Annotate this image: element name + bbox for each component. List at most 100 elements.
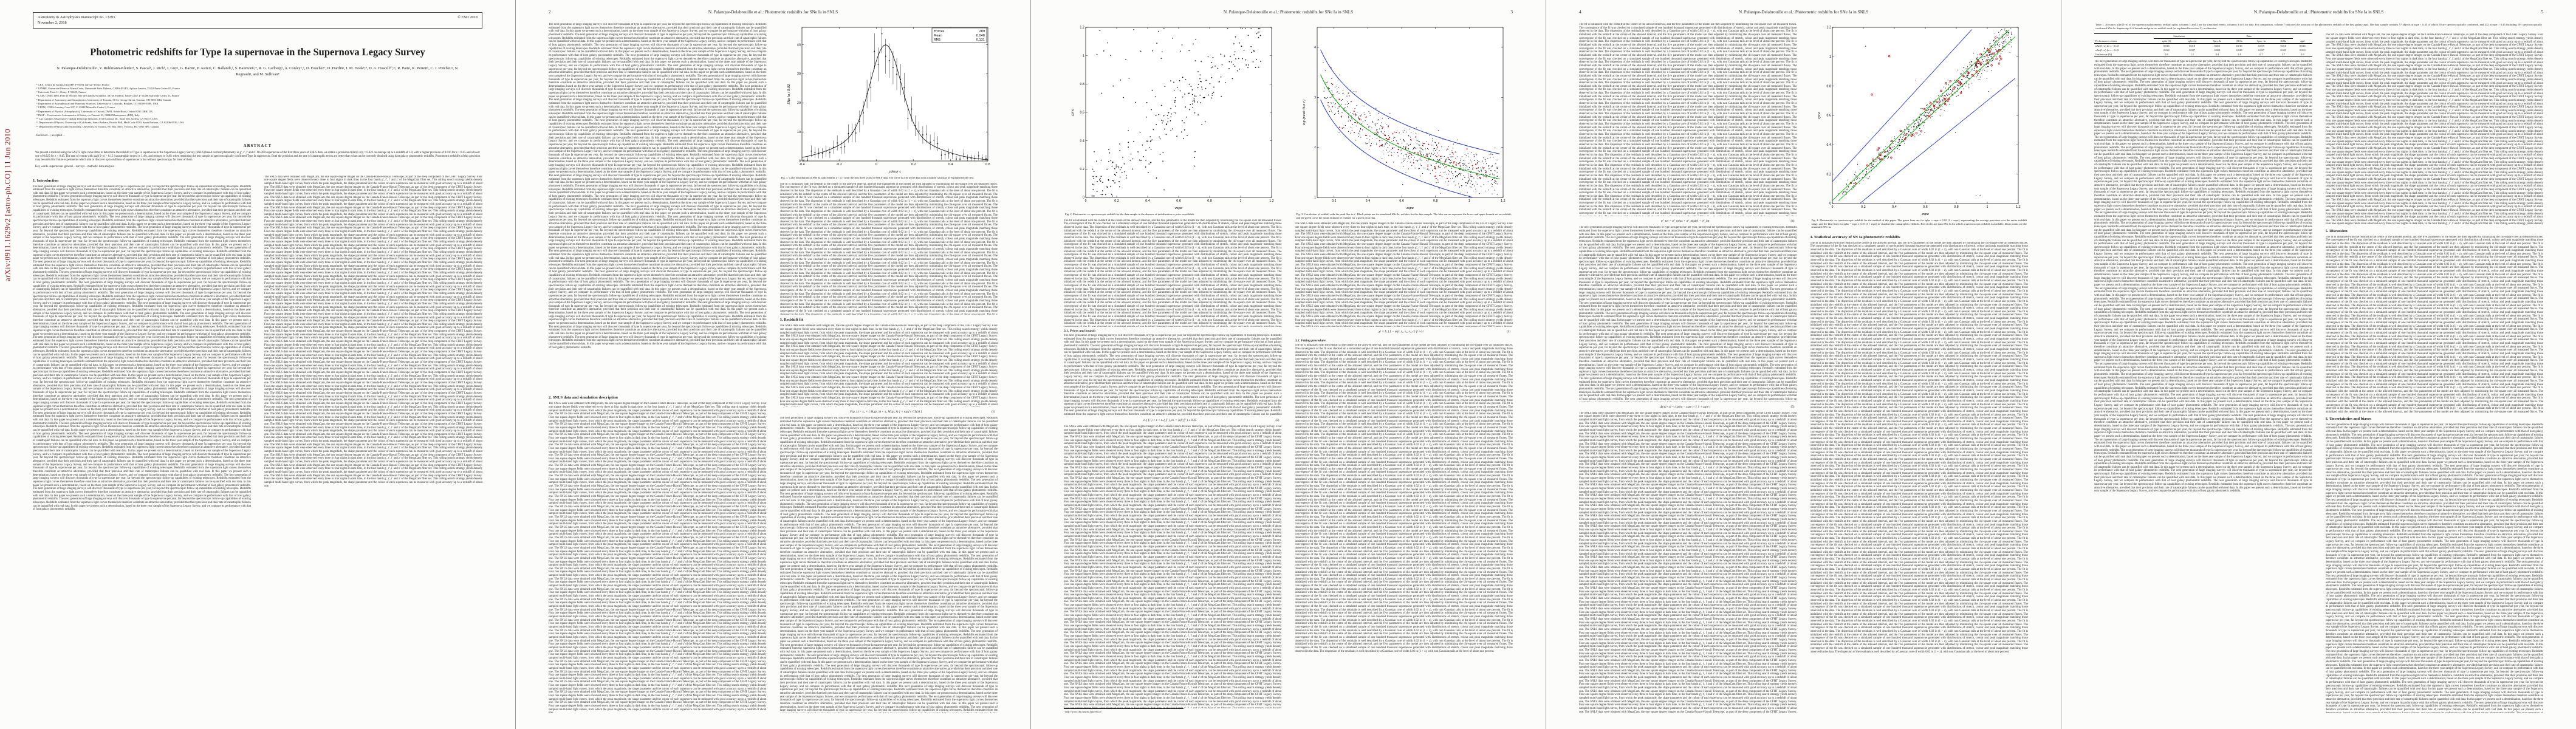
page-number: 2 — [549, 10, 551, 15]
page-number: 3 — [1510, 10, 1513, 15]
manuscript-date: November 2, 2018 — [38, 20, 115, 26]
equation-body: χ² = Σᵢ [ fᵢ − φᵢ(z, t₀, x₀, x₁, c) ]² /… — [1298, 330, 1505, 334]
body-text: The next generation of large imaging sur… — [1579, 226, 1797, 402]
running-title: N. Palanque-Delabrouille et al.: Photome… — [708, 10, 838, 15]
table-1-container: Simulation Data Performance criteria zpho (… — [2094, 33, 2312, 60]
equation-body: F(p, λ) = x₀ × [ M₀(p, λ) + x₁ M₁(p, λ) … — [783, 410, 990, 414]
fig1-plot: -0.4 -0.2 0 0.2 0.4 0.6 0 10 20 30 40 colour c SNe I… — [787, 27, 990, 174]
column-left: The fit is initialized with the redshift… — [1579, 23, 1797, 713]
equation-number: (2) — [1275, 419, 1279, 422]
intro-columns: 1. Introduction The next generation of l… — [33, 176, 482, 712]
body-text: The SNLS data were obtained with MegaCam… — [549, 402, 767, 713]
svg-text:SNe Ia / 0.02: SNe Ia / 0.02 — [787, 84, 791, 104]
page-5-header: N. Palanque-Delabrouille et al.: Photome… — [2094, 10, 2543, 17]
affiliation-item: ¹¹ Department of Physics, University of … — [36, 121, 479, 125]
equation-number: (3) — [1507, 330, 1510, 334]
figure-3-caption: Fig. 3. Correlation of redshift with the… — [1297, 213, 1512, 219]
subsection-heading-priors: 3.1. Priors and bounds — [1064, 329, 1282, 333]
svg-text:0: 0 — [799, 160, 801, 163]
svg-text:zpho: zpho — [1071, 109, 1075, 117]
column-right: The SNLS data were obtained with MegaCam… — [2326, 33, 2544, 713]
running-title: N. Palanque-Delabrouille et al.: Photome… — [1739, 10, 1868, 15]
svg-text:Mean: Mean — [934, 34, 942, 38]
svg-text:1: 1 — [1314, 196, 1316, 200]
page-4: 4 N. Palanque-Delabrouille et al.: Photo… — [1546, 0, 2061, 729]
svg-text:0.6: 0.6 — [985, 163, 990, 166]
svg-text:0.4: 0.4 — [1080, 139, 1085, 143]
affiliation-item: ¹² Department of Physics and Astronomy, … — [36, 125, 479, 129]
body-text: The fit is initialized with the redshift… — [2326, 236, 2544, 414]
section-heading-introduction: 1. Introduction — [33, 179, 251, 183]
svg-text:1.2: 1.2 — [1080, 26, 1085, 30]
svg-text:20: 20 — [797, 101, 801, 105]
figure-4-caption: Fig. 4. Photometric vs. spectroscopic re… — [1812, 219, 2027, 229]
page-2: 2 N. Palanque-Delabrouille et al.: Photo… — [515, 0, 1030, 729]
svg-text:zspe: zspe — [1406, 207, 1414, 210]
svg-text:1: 1 — [1240, 199, 1242, 203]
page-1-content: Astronomy & Astrophysics manuscript no. … — [0, 0, 515, 729]
manuscript-header-left: Astronomy & Astrophysics manuscript no. … — [38, 15, 115, 26]
svg-text:0.4: 0.4 — [1145, 199, 1150, 203]
column-right: The SNLS data were obtained with MegaCam… — [264, 176, 482, 712]
column-left: The next generation of large imaging sur… — [549, 23, 767, 713]
svg-text:0.2: 0.2 — [1861, 205, 1866, 209]
body-text: The fit is initialized with the redshift… — [1064, 219, 1282, 327]
fig2-plot: 0 0.2 0.4 0.6 0.8 1 1.200.20.40.60.811.2zspezp… — [1071, 26, 1274, 210]
figure-1-caption: Fig. 1. Color distribution of SNe Ia wit… — [781, 176, 997, 180]
affiliation-item: ⁷ CPPM, CNRS-Luminy, Case 907, F-13288 M… — [36, 106, 479, 109]
svg-text:1.2: 1.2 — [1501, 199, 1506, 203]
svg-text:log (peak flux r′): log (peak flux r′) — [1303, 100, 1306, 126]
equation-number: (4) — [1790, 219, 1794, 223]
svg-text:0: 0 — [1085, 199, 1087, 203]
svg-text:0.8: 0.8 — [1826, 84, 1831, 88]
page-number: 5 — [2541, 10, 2543, 15]
column-left: Simulation Data Performance criteria zpho (… — [2094, 33, 2312, 713]
svg-text:0.048: 0.048 — [976, 34, 984, 38]
affiliation-item: ⁴ LAM, CNRS, BP8, Pôle de l'Étoile, Site… — [36, 94, 479, 98]
body-text: The fit is initialized with the redshift… — [1810, 242, 2029, 713]
svg-text:0.131: 0.131 — [976, 38, 984, 42]
svg-text:zspe: zspe — [1174, 207, 1182, 210]
body-text: The fit is initialized with the redshift… — [1295, 344, 1513, 713]
page-2-body: The next generation of large imaging sur… — [549, 23, 998, 713]
affiliation-item: ³ Université Paris 11, Orsay, F-91405, F… — [36, 91, 479, 94]
svg-text:0: 0 — [1831, 205, 1833, 209]
svg-text:40: 40 — [797, 43, 801, 47]
table-row: Outlier rate (%) 0.8 1.2 0.4 1.4 0.7 1.7 5.9 — [2094, 52, 2312, 58]
body-text: The next generation of large imaging sur… — [549, 23, 767, 392]
svg-text:10: 10 — [797, 131, 801, 134]
equation-2: z₋( fᵣ′ ) < z < z₊( fᵣ′ ), z± = ⟨z⟩( fᵣ′… — [1066, 419, 1279, 422]
table-1-caption: Table 1. Accuracy σΔz/(1+z) of the super… — [2095, 23, 2542, 30]
affiliation-item: ⁹ INAF – Osservatorio Astronomico di Rom… — [36, 114, 479, 117]
svg-text:0.8: 0.8 — [1433, 199, 1438, 203]
svg-text:Entries: Entries — [934, 30, 945, 33]
equation-body: Δz/(1+z) = ( zpho − zspe ) / ( 1 + zspe … — [1581, 405, 1789, 409]
equation-1: F(p, λ) = x₀ × [ M₀(p, λ) + x₁ M₁(p, λ) … — [783, 410, 995, 414]
column-left: 1. Introduction The next generation of l… — [33, 176, 251, 712]
section-heading-statistical-accuracy: 4. Statistical accuracy of SN Ia photome… — [1810, 235, 2029, 240]
page-3: N. Palanque-Delabrouille et al.: Photome… — [1030, 0, 1546, 729]
svg-text:0.6: 0.6 — [1826, 114, 1831, 118]
body-text: The SNLS data were obtained with MegaCam… — [1295, 222, 1513, 327]
svg-text:289: 289 — [979, 30, 985, 33]
section-heading-snls-data: 2. SNLS data and simulation description — [549, 395, 767, 400]
page-4-body: The fit is initialized with the redshift… — [1579, 23, 2028, 713]
affiliation-item: ² LPNHE, Université Pierre et Marie Curi… — [36, 87, 479, 91]
svg-text:0.6: 0.6 — [1923, 205, 1928, 209]
svg-text:0.4: 0.4 — [948, 163, 953, 166]
svg-text:1.2: 1.2 — [2016, 205, 2021, 209]
svg-text:0.4: 0.4 — [1826, 143, 1831, 147]
received-accepted-line: Received ...; accepted ... — [36, 134, 479, 137]
running-title: N. Palanque-Delabrouille et al.: Photome… — [1224, 10, 1353, 15]
manuscript-header-box: Astronomy & Astrophysics manuscript no. … — [33, 12, 482, 29]
svg-text:0.2: 0.2 — [1826, 173, 1831, 176]
svg-text:0.4: 0.4 — [1892, 205, 1897, 209]
figure-4-zpho-vs-zspe-final: 0 0.2 0.4 0.6 0.8 1 1.2 0 0.2 0.4 0.6 0.8 1 1.2 zspe zp… — [1810, 23, 2029, 216]
page-1: arXiv:0911.1629v2 [astro-ph.CO] 11 Jun 2… — [0, 0, 515, 729]
page-3-body: 0 0.2 0.4 0.6 0.8 1 1.2 0 0.2 0.4 0.6 0.8 1 1.2 zspe zp… — [1064, 23, 1513, 713]
body-text: The next generation of large imaging sur… — [780, 417, 998, 713]
svg-text:0.6: 0.6 — [1080, 111, 1085, 115]
figure-3-redshift-flux-correlation: 0.2 0.4 0.6 0.8 1 1.2 1 2 3 4 zspe log (peak flux r… — [1295, 23, 1513, 210]
body-text: The fit is initialized with the redshift… — [1579, 23, 1797, 216]
